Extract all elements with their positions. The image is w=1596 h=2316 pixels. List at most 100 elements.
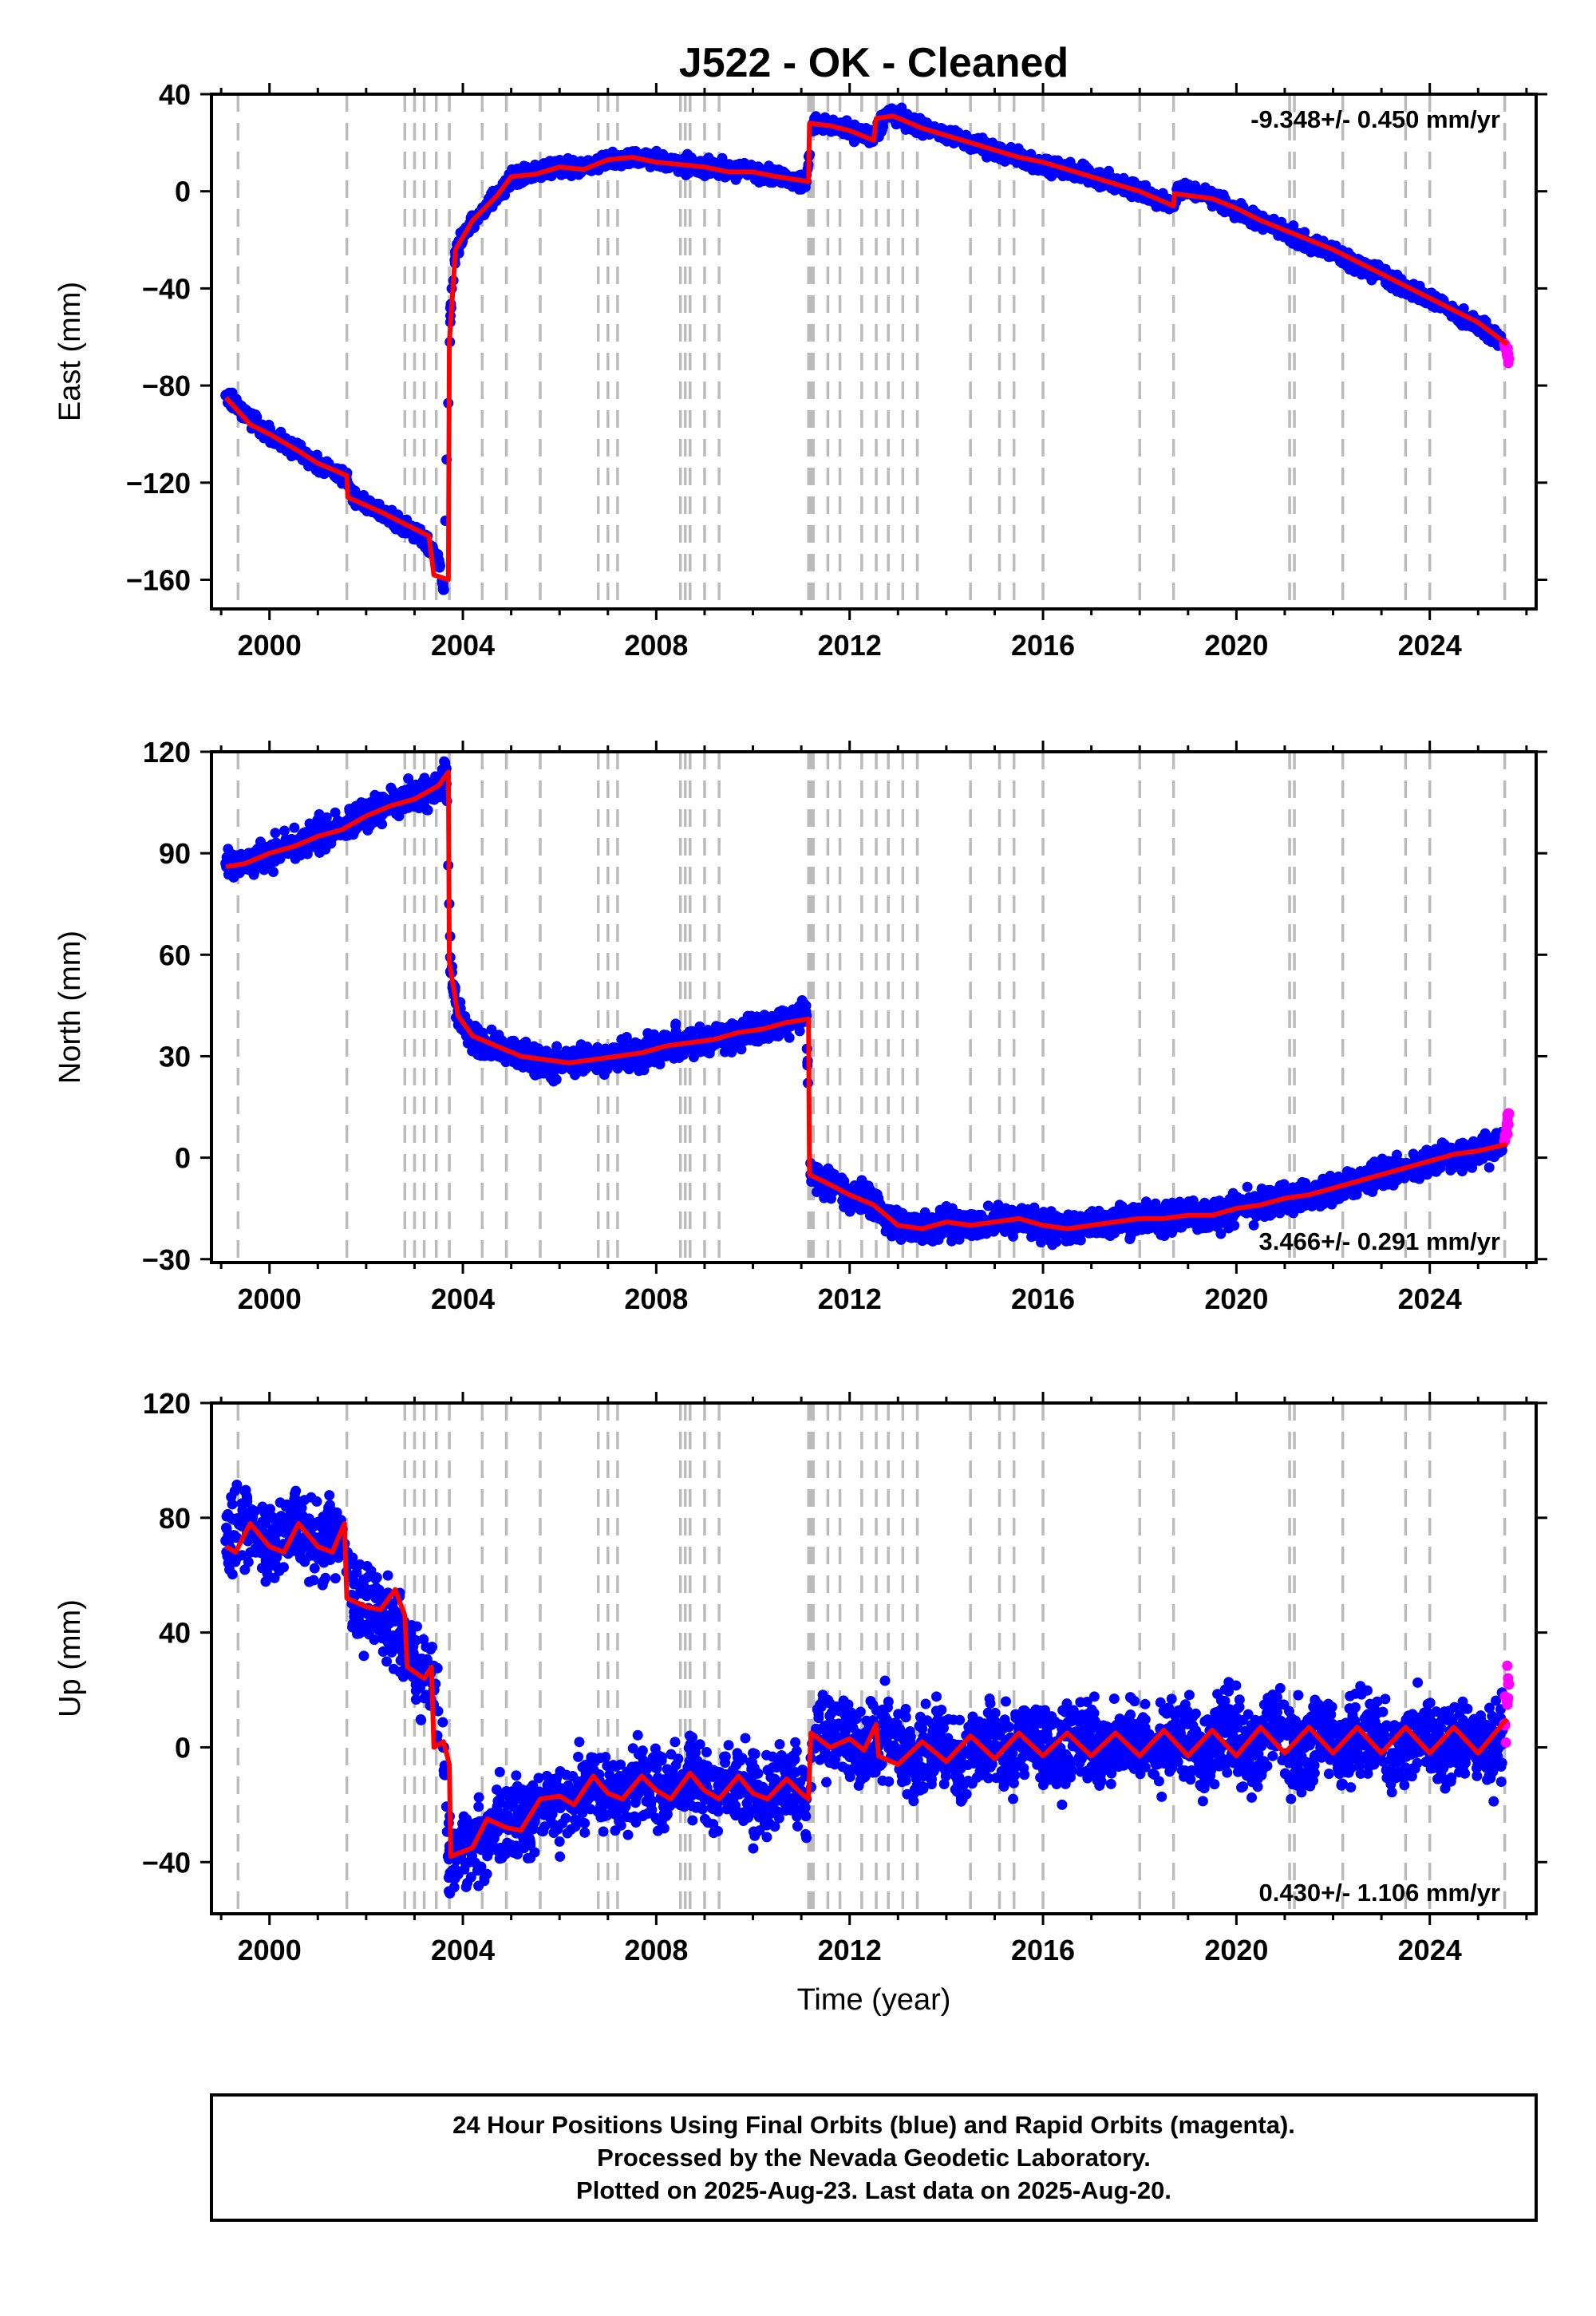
north-scatter-dot [575, 1063, 586, 1074]
north-scatter-dot [696, 1026, 707, 1037]
north-scatter-dot [621, 1032, 632, 1043]
east-scatter-dot [1068, 172, 1079, 183]
north-scatter-dot [704, 1046, 715, 1057]
east-plot-frame [210, 93, 1538, 611]
east-scatter-dot [1407, 292, 1418, 303]
east-scatter-dot [1138, 180, 1149, 192]
north-scatter-dot [798, 998, 809, 1009]
north-scatter-dot [763, 1033, 774, 1044]
north-scatter-dot [243, 848, 254, 860]
north-scatter-dot [636, 1061, 647, 1072]
north-scatter-dot [784, 1032, 795, 1043]
east-y-tick-label: −120 [126, 467, 191, 500]
north-scatter-dot [533, 1069, 544, 1080]
east-scatter-dot [433, 557, 444, 568]
north-scatter-dot [569, 1049, 580, 1060]
north-scatter-dot [362, 824, 373, 836]
north-scatter-dot [474, 1041, 485, 1053]
north-scatter-dot [403, 773, 414, 785]
north-scatter-dot [289, 822, 300, 833]
east-y-tick-label: −80 [142, 370, 191, 402]
east-x-tick-label: 2012 [818, 629, 882, 662]
east-scatter-dot [222, 389, 233, 401]
north-scatter-dot [419, 773, 430, 784]
north-scatter-dot [553, 1062, 564, 1073]
east-scatter-dot [909, 112, 920, 123]
north-scatter-dot [670, 1018, 681, 1030]
east-scatter-dot [386, 504, 397, 516]
north-scatter-dot [598, 1069, 610, 1081]
east-y-axis-label: East (mm) [53, 282, 87, 421]
north-scatter-dot [506, 1036, 517, 1047]
north-scatter-dot [519, 1037, 530, 1049]
east-scatter-dot [244, 407, 255, 418]
north-scatter-dot [829, 1175, 840, 1186]
east-scatter-dot [1246, 218, 1258, 229]
east-scatter-dot [1366, 275, 1377, 286]
east-scatter-dot [1315, 246, 1326, 257]
north-scatter-dot [397, 785, 408, 796]
north-scatter-dot [387, 793, 398, 804]
east-scatter-dot [1455, 318, 1466, 329]
east-scatter-dot [437, 580, 448, 591]
east-model-line [223, 113, 1509, 583]
north-scatter-dot [413, 803, 425, 814]
east-scatter-dot [512, 180, 523, 191]
figure-title: J522 - OK - Cleaned [679, 40, 1069, 86]
north-scatter-dot [280, 834, 291, 845]
east-rate-label: -9.348+/- 0.450 mm/yr [1250, 105, 1500, 133]
north-scatter-dot [764, 1012, 775, 1023]
east-x-tick-label: 2008 [624, 629, 688, 662]
north-scatter-dot [713, 1022, 724, 1033]
east-scatter-dot [318, 468, 330, 480]
north-scatter-dot [223, 844, 234, 855]
north-scatter-dot [486, 1051, 497, 1062]
north-scatter-dot [356, 797, 367, 808]
north-scatter-dot [612, 1063, 623, 1074]
north-scatter-dot [859, 1180, 871, 1191]
east-y-tick-label: 0 [175, 176, 191, 208]
east-y-tick-label: −40 [142, 272, 191, 305]
north-scatter-dot [686, 1026, 697, 1037]
east-scatter-dot [1503, 349, 1514, 360]
east-scatter-dot [681, 148, 693, 160]
east-x-tick-label: 2016 [1011, 629, 1075, 662]
north-scatter-dot [674, 1047, 685, 1058]
north-scatter-dot [592, 1059, 603, 1070]
north-scatter-dot [520, 1045, 531, 1057]
north-scatter-dot [374, 792, 385, 803]
north-scatter-dot [690, 1044, 701, 1055]
north-scatter-dot [486, 1024, 497, 1035]
north-scatter-dot [825, 1193, 836, 1204]
north-scatter-dot [437, 787, 448, 798]
north-scatter-dot [642, 1028, 654, 1039]
north-scatter-dot [688, 1052, 699, 1063]
east-ticks [200, 83, 1547, 620]
north-scatter-dot [794, 1026, 805, 1037]
north-scatter-dot [279, 825, 290, 836]
north-scatter-dot [551, 1073, 562, 1085]
east-scatter-dot [1209, 188, 1220, 199]
east-scatter-dot [796, 182, 808, 193]
north-scatter-dot [626, 1055, 637, 1066]
east-scatter-dot [753, 161, 764, 172]
north-scatter-dot [736, 1044, 747, 1055]
north-scatter-dot [824, 1166, 836, 1177]
north-scatter-dot [350, 809, 361, 820]
north-scatter-dot [293, 848, 304, 860]
north-scatter-dot [377, 819, 388, 830]
north-scatter-dot [440, 757, 451, 769]
north-scatter-dot [612, 1043, 623, 1054]
east-scatter-dot [1334, 256, 1345, 267]
east-scatter-dot [554, 155, 565, 166]
north-scatter-dot [267, 866, 279, 877]
north-scatter-dot [642, 1035, 653, 1046]
north-scatter-dot [385, 782, 397, 793]
north-scatter-dot [721, 1039, 732, 1050]
east-y-tick-label: 40 [159, 78, 191, 111]
north-scatter-dot [809, 1164, 820, 1175]
east-x-tick-label: 2024 [1398, 629, 1462, 662]
east-x-tick-label: 2020 [1204, 629, 1268, 662]
